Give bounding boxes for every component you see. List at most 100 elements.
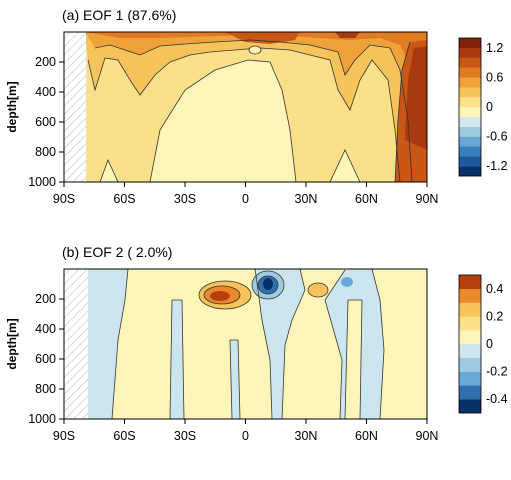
eof2-contour-neg-outer — [251, 270, 285, 300]
eof2-contour-4 — [229, 339, 241, 419]
eof1-land-mask — [64, 32, 86, 182]
eof2-colorbar-label: -0.2 — [486, 365, 508, 379]
eof2-panel: (b) EOF 2 ( 2.0%) — [5, 244, 508, 443]
eof2-colorbar-label: 0.2 — [486, 309, 503, 323]
eof1-colorbar-swatch — [459, 87, 481, 98]
eof2-colorbar-swatch — [459, 275, 481, 289]
eof2-neg-core — [263, 278, 273, 290]
eof1-strong-band — [85, 32, 427, 182]
eof1-colorbar-swatch — [459, 126, 481, 137]
eof1-ytick-label: 200 — [35, 55, 56, 69]
eof1-panel: (a) EOF 1 (87.6%) — [5, 7, 508, 206]
eof2-xtick-label: 30N — [295, 429, 318, 443]
eof1-low-region — [150, 60, 296, 182]
eof1-contour-2 — [149, 59, 297, 182]
eof1-xtick-label: 30N — [295, 192, 318, 206]
eof2-colorbar-swatch — [459, 302, 481, 317]
eof1-low-region-north — [330, 150, 360, 182]
eof1-axes: 90S 60S 30S 0 30N 60N 90N 200 400 600 800 1000 — [28, 55, 438, 206]
eof1-xtick-label: 0 — [242, 192, 249, 206]
eof1-contour-1 — [87, 47, 401, 182]
eof2-contour-2 — [169, 299, 185, 419]
eof2-colorbar-swatch — [459, 371, 481, 386]
eof2-xtick-label: 0 — [242, 429, 249, 443]
eof2-title: (b) EOF 2 ( 2.0%) — [62, 244, 172, 260]
eof2-colorbar-swatch — [459, 330, 481, 345]
eof1-mid-band — [85, 32, 427, 182]
eof2-xtick-label: 30S — [174, 429, 196, 443]
eof2-colorbar-label: -0.4 — [486, 392, 508, 406]
eof1-colorbar-swatch — [459, 116, 481, 127]
eof2-ytick-label: 400 — [35, 322, 56, 336]
eof1-contour-3 — [94, 39, 413, 182]
eof1-colorbar-swatch — [459, 57, 481, 68]
eof2-contour-3 — [254, 269, 306, 419]
eof2-xtick-label: 90S — [53, 429, 75, 443]
eof1-colorbar-swatch — [459, 77, 481, 88]
eof2-ytick-label: 200 — [35, 292, 56, 306]
eof1-xtick-label: 30S — [174, 192, 196, 206]
eof1-colorbar-swatch — [459, 67, 481, 78]
eof2-contour-6 — [344, 299, 363, 419]
eof2-contour-pos-mid — [203, 285, 241, 305]
eof1-colorbar-label: 0.6 — [486, 70, 503, 84]
eof2-neg-thin-band — [230, 340, 240, 419]
eof1-xtick-label: 90N — [416, 192, 439, 206]
eof2-xtick-label: 90N — [416, 429, 439, 443]
eof2-colorbar-swatch — [459, 357, 481, 372]
eof1-colorbar-label: -1.2 — [486, 159, 508, 173]
eof1-colorbar-swatch — [459, 156, 481, 167]
eof1-north-surface-max — [335, 32, 360, 38]
eof1-colorbar-swatch — [459, 166, 481, 177]
eof2-pos-core — [210, 291, 230, 301]
eof1-equator-max — [225, 32, 300, 44]
eof2-field — [64, 269, 427, 419]
eof2-neg-band-south — [88, 269, 128, 419]
eof1-ytick-label: 600 — [35, 115, 56, 129]
eof1-colorbar-swatch — [459, 146, 481, 157]
eof1-colorbar-swatch — [459, 107, 481, 118]
eof2-ytick-label: 800 — [35, 382, 56, 396]
eof2-colorbar-label: 0 — [486, 337, 493, 351]
eof2-colorbar-swatch — [459, 344, 481, 358]
eof2-colorbar-swatch — [459, 385, 481, 400]
eof2-contour-1 — [111, 269, 129, 419]
eof1-field — [64, 32, 427, 182]
eof1-colorbar-swatch — [459, 97, 481, 108]
eof1-colorbar-label: -0.6 — [486, 130, 508, 144]
eof1-contour-4 — [394, 41, 411, 182]
eof1-colorbar-swatch — [459, 38, 481, 49]
eof2-land-mask — [64, 269, 88, 419]
eof1-ytick-label: 1000 — [28, 175, 56, 189]
eof2-contour-pos-patch — [307, 282, 329, 298]
eof2-contour-neg-mid — [257, 275, 279, 295]
eof1-ytick-label: 400 — [35, 85, 56, 99]
eof1-contour-5 — [99, 158, 119, 182]
eof1-colorbar-label: 0 — [486, 100, 493, 114]
eof2-colorbar-swatch — [459, 399, 481, 414]
eof2-xtick-label: 60N — [355, 429, 378, 443]
eof1-small-eddy — [248, 45, 262, 55]
eof2-neg-patch — [341, 277, 353, 287]
eof2-contour-5 — [324, 269, 385, 419]
eof1-contour-6 — [329, 149, 361, 182]
eof1-ylabel: depth[m] — [5, 81, 19, 132]
eof2-ytick-label: 1000 — [28, 412, 56, 426]
eof1-colorbar-frame — [458, 37, 482, 177]
eof2-neg-band-equator — [255, 269, 305, 419]
eof2-colorbar-frame — [458, 274, 482, 414]
eof2-colorbar-swatch — [459, 316, 481, 331]
eof2-xtick-label: 60S — [113, 429, 135, 443]
eof1-colorbar: 1.2 0.6 0 -0.6 -1.2 — [458, 37, 508, 177]
eof2-pos-strip-north — [345, 300, 362, 419]
eof1-ytick-label: 800 — [35, 145, 56, 159]
eof2-ytick-label: 600 — [35, 352, 56, 366]
eof2-axes: 90S 60S 30S 0 30N 60N 90N 200 400 600 800 1000 — [28, 292, 438, 443]
eof1-colorbar-swatch — [459, 47, 481, 58]
eof1-xtick-label: 90S — [53, 192, 75, 206]
eof1-title: (a) EOF 1 (87.6%) — [62, 7, 176, 23]
eof1-colorbar-label: 1.2 — [486, 41, 503, 55]
eof1-xtick-label: 60S — [113, 192, 135, 206]
eof1-xtick-label: 60N — [355, 192, 378, 206]
